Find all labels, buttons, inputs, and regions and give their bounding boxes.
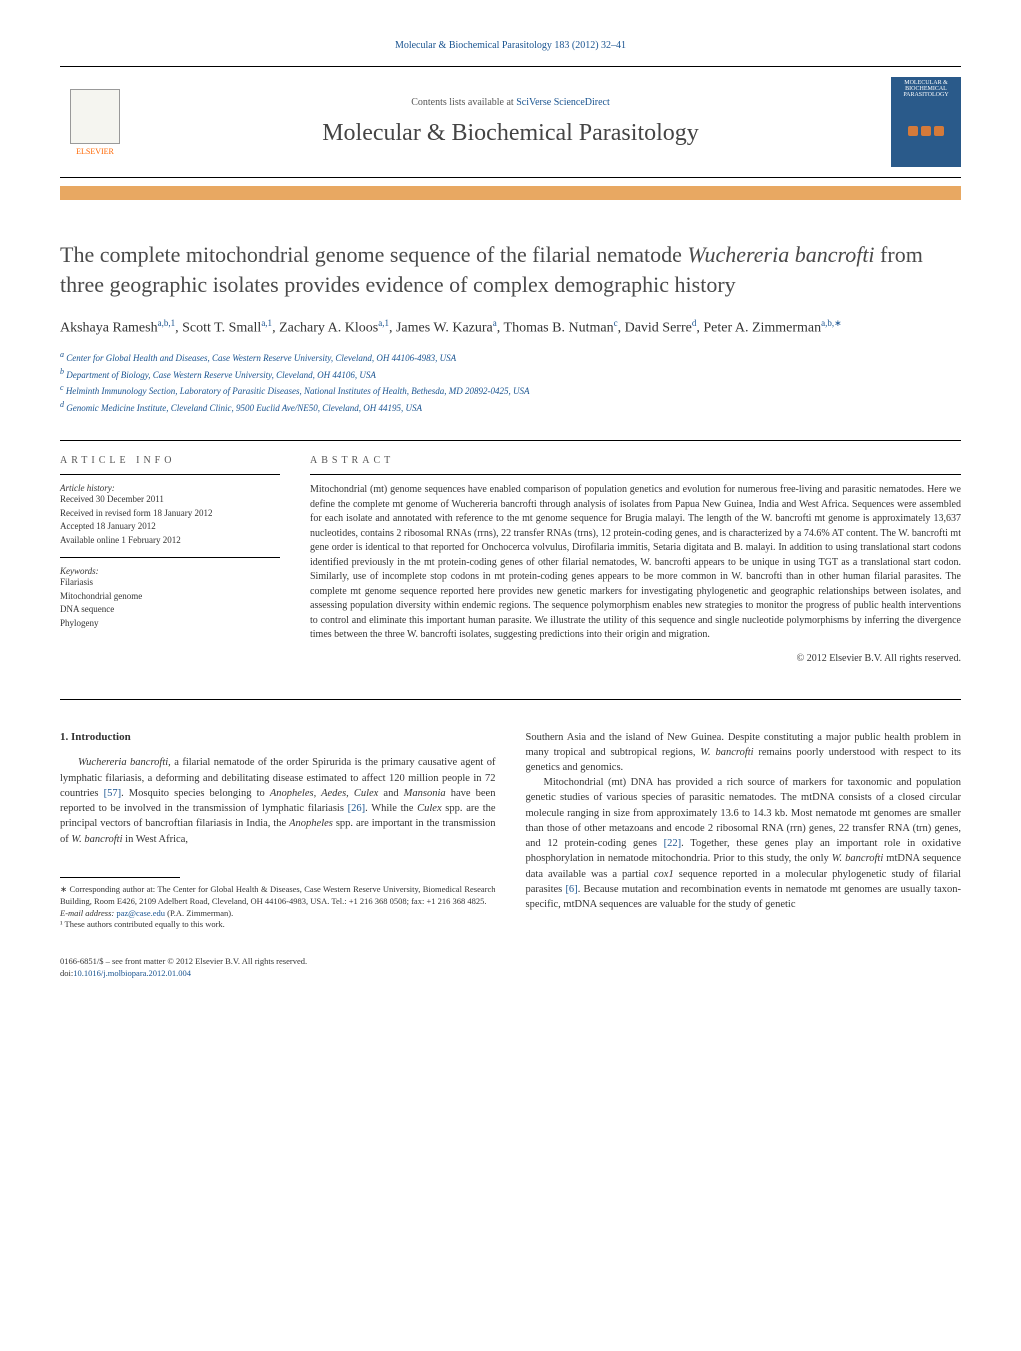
author-list: Akshaya Ramesha,b,1, Scott T. Smalla,1, …	[60, 317, 961, 339]
contents-line: Contents lists available at SciVerse Sci…	[130, 97, 891, 108]
copyright-line: © 2012 Elsevier B.V. All rights reserved…	[310, 653, 961, 664]
doi-link[interactable]: 10.1016/j.molbiopara.2012.01.004	[73, 968, 191, 978]
ref-57[interactable]: [57]	[104, 788, 122, 799]
elsevier-tree-icon	[70, 89, 120, 144]
footnotes: ∗ Corresponding author at: The Center fo…	[60, 884, 496, 932]
abstract-column: ABSTRACT Mitochondrial (mt) genome seque…	[310, 449, 961, 664]
article-info-sidebar: ARTICLE INFO Article history: Received 3…	[60, 449, 280, 664]
abstract-heading: ABSTRACT	[310, 449, 961, 466]
intro-para-2: Southern Asia and the island of New Guin…	[526, 730, 962, 776]
body-columns: 1. Introduction Wuchereria bancrofti, a …	[60, 730, 961, 932]
ref-6[interactable]: [6]	[565, 884, 577, 895]
journal-name: Molecular & Biochemical Parasitology	[130, 120, 891, 147]
article-title: The complete mitochondrial genome sequen…	[60, 240, 961, 299]
article-info-heading: ARTICLE INFO	[60, 449, 280, 466]
intro-heading: 1. Introduction	[60, 730, 496, 746]
header-citation: Molecular & Biochemical Parasitology 183…	[60, 40, 961, 51]
affiliations: a Center for Global Health and Diseases,…	[60, 349, 961, 415]
elsevier-label: ELSEVIER	[76, 147, 114, 156]
ref-22[interactable]: [22]	[664, 838, 682, 849]
bottom-publication-info: 0166-6851/$ – see front matter © 2012 El…	[60, 956, 961, 980]
intro-para-1: Wuchereria bancrofti, a filarial nematod…	[60, 755, 496, 846]
email-link[interactable]: paz@case.edu	[116, 908, 165, 918]
elsevier-logo: ELSEVIER	[60, 82, 130, 162]
journal-cover-thumbnail: MOLECULAR & BIOCHEMICAL PARASITOLOGY	[891, 77, 961, 167]
orange-divider-bar	[60, 186, 961, 200]
sciencedirect-link[interactable]: SciVerse ScienceDirect	[516, 97, 610, 108]
right-column: Southern Asia and the island of New Guin…	[526, 730, 962, 932]
journal-header: ELSEVIER Contents lists available at Sci…	[60, 66, 961, 178]
abstract-text: Mitochondrial (mt) genome sequences have…	[310, 483, 961, 643]
left-column: 1. Introduction Wuchereria bancrofti, a …	[60, 730, 496, 932]
intro-para-3: Mitochondrial (mt) DNA has provided a ri…	[526, 775, 962, 912]
ref-26[interactable]: [26]	[348, 803, 366, 814]
